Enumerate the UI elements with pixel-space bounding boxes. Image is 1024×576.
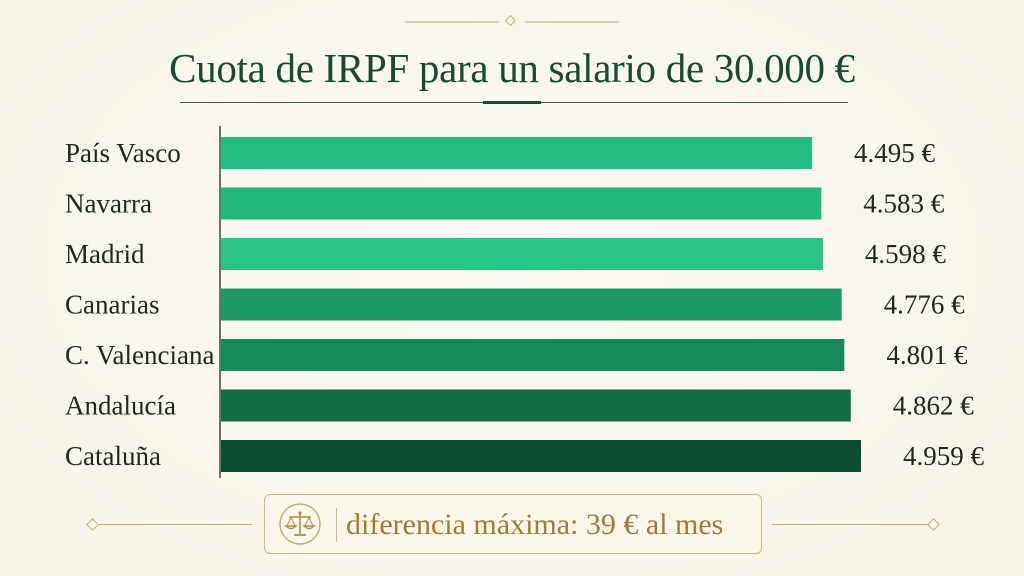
category-label-1: Navarra [65, 189, 152, 219]
value-label-1: 4.583 € [863, 189, 945, 219]
category-label-3: Canarias [65, 290, 159, 320]
chart-title: Cuota de IRPF para un salario de 30.000 … [169, 45, 855, 91]
category-label-5: Andalucía [65, 391, 176, 421]
category-label-4: C. Valenciana [65, 340, 214, 370]
top-ornament [405, 14, 619, 27]
bottom-rule-right [772, 524, 930, 525]
bar-4 [221, 339, 845, 371]
value-label-2: 4.598 € [865, 239, 947, 269]
difference-note-text: diferencia máxima: 39 € al mes [346, 508, 724, 541]
bar-6 [221, 440, 861, 472]
value-label-3: 4.776 € [884, 290, 966, 320]
bottom-rule-left [94, 524, 252, 525]
bar-5 [221, 389, 851, 422]
value-label-0: 4.495 € [854, 138, 936, 168]
bar-1 [221, 187, 822, 220]
value-label-6: 4.959 € [903, 441, 985, 471]
bar-3 [221, 288, 842, 321]
scales-icon [279, 503, 321, 545]
value-label-4: 4.801 € [886, 340, 968, 370]
difference-note-box [264, 494, 762, 554]
title-rule-accent [483, 101, 541, 104]
value-label-5: 4.862 € [893, 391, 975, 421]
category-label-0: País Vasco [65, 138, 181, 168]
bar-0 [221, 137, 812, 169]
note-divider [336, 508, 337, 542]
bar-2 [221, 238, 823, 270]
category-label-6: Cataluña [65, 441, 161, 471]
category-label-2: Madrid [65, 239, 145, 269]
